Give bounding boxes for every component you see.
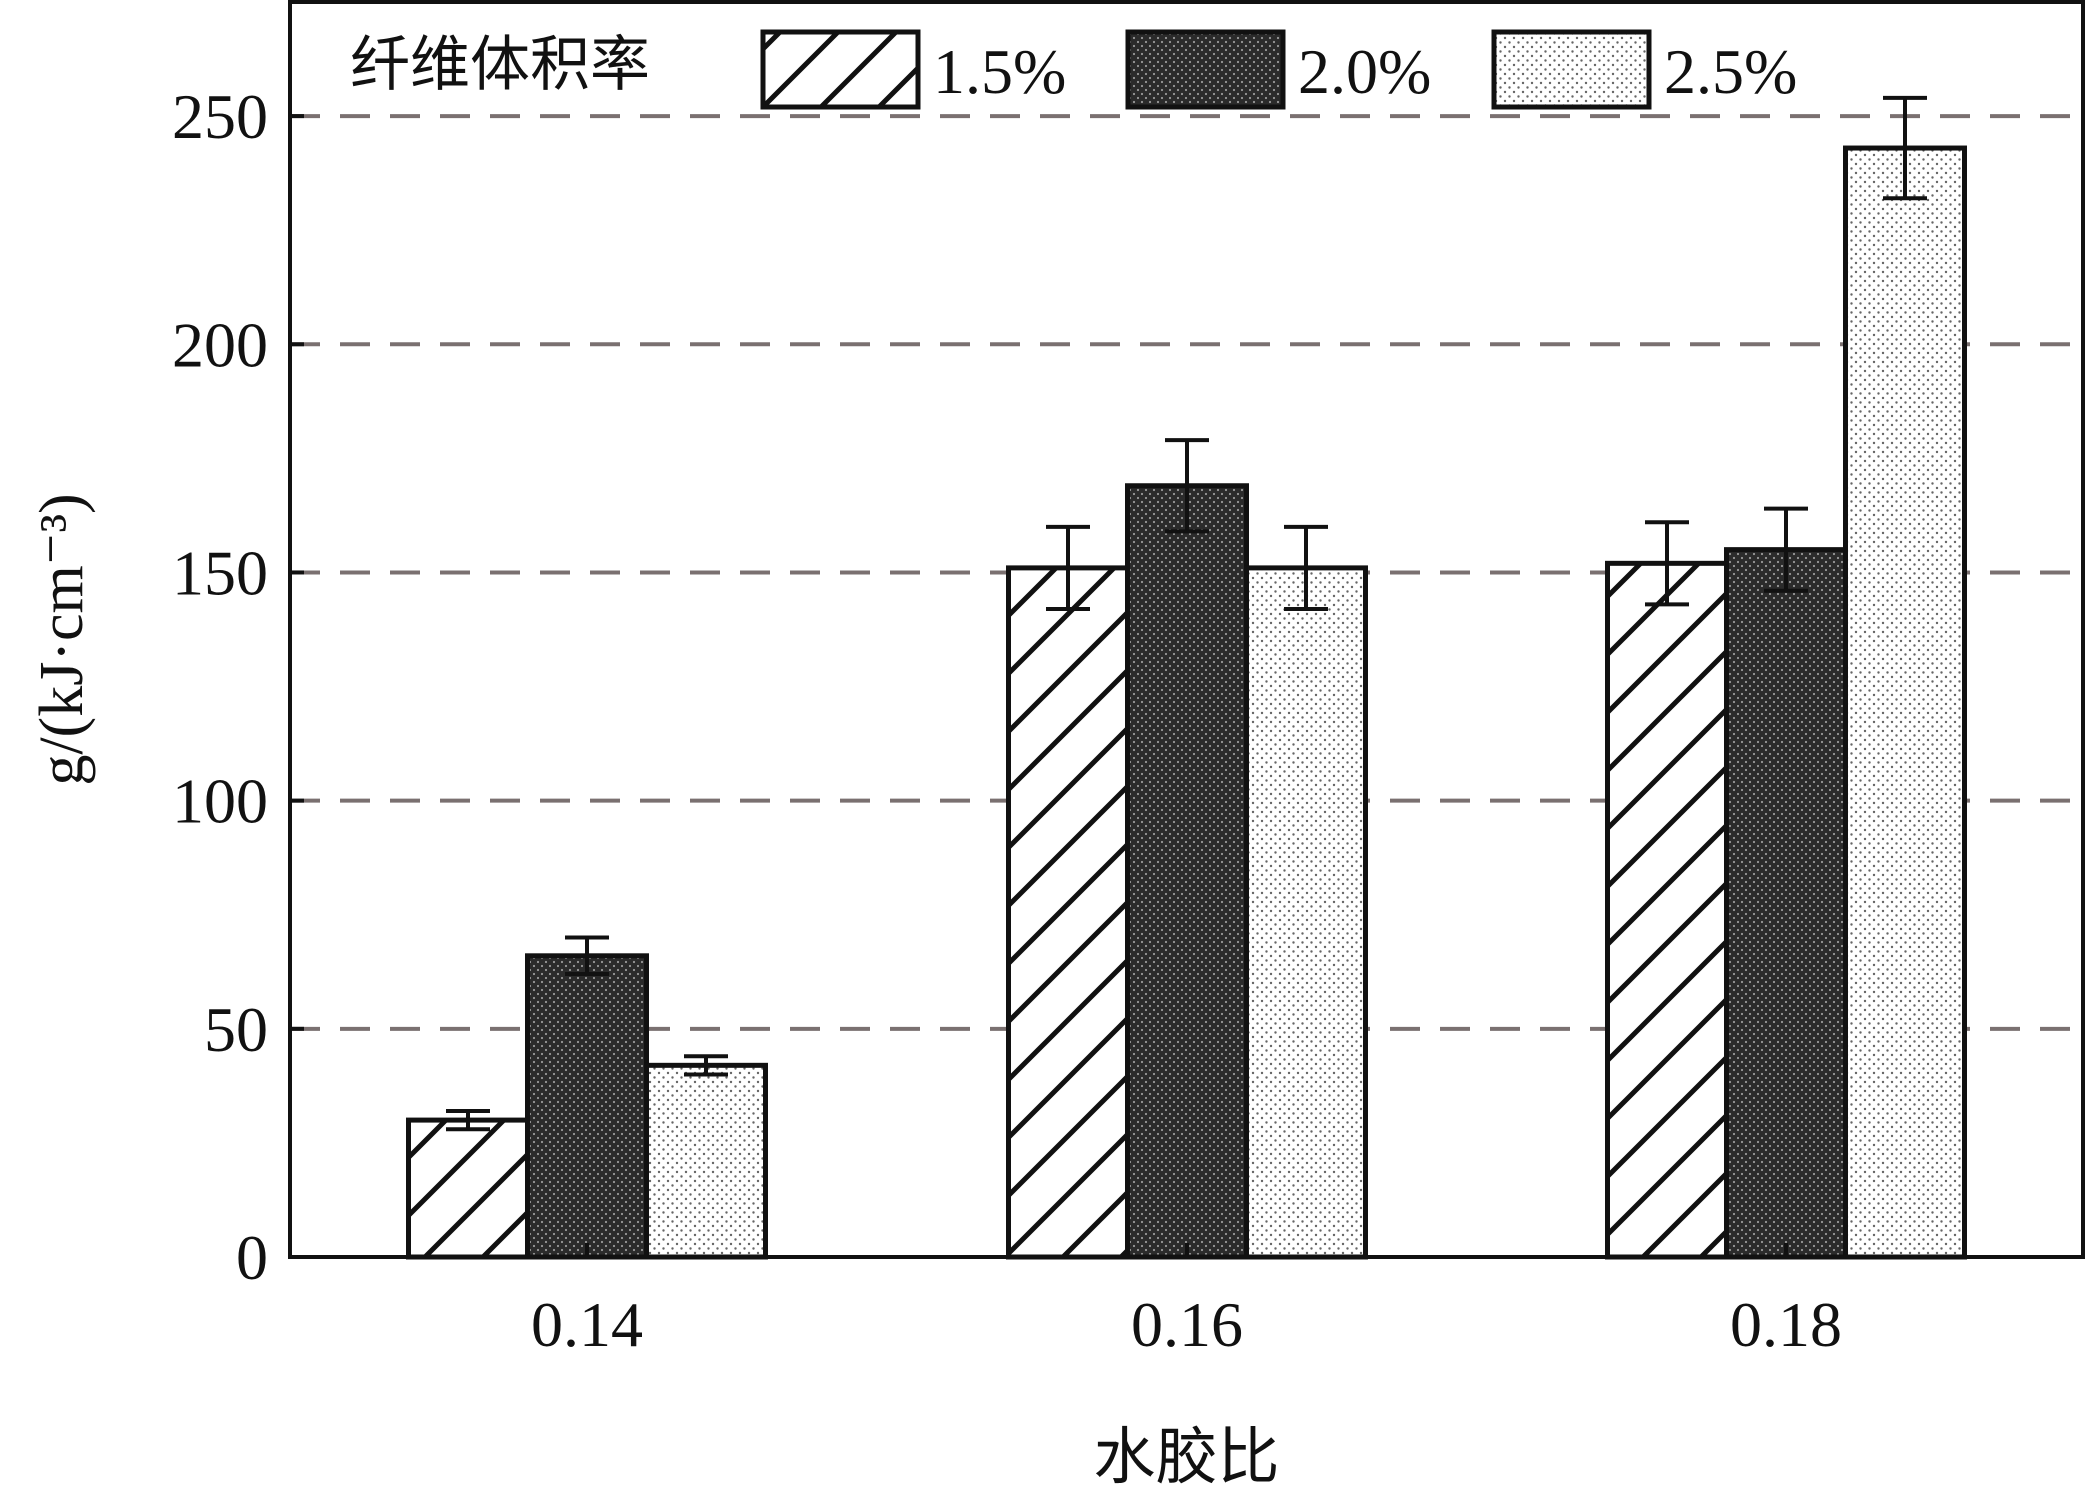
- bar-2.5%-0.16: [1244, 565, 1368, 1260]
- legend-swatch-1.5%: [760, 29, 921, 110]
- x-tick-label: 0.18: [1730, 1289, 1842, 1360]
- bar-1.5%-0.18: [1605, 560, 1729, 1260]
- bar-2.5%-0.14: [644, 1062, 768, 1260]
- x-tick-label: 0.14: [531, 1289, 643, 1360]
- bar-2.5%-0.18: [1843, 145, 1967, 1260]
- y-tick-label: 200: [172, 309, 268, 380]
- x-axis-title: 水胶比: [1093, 1424, 1279, 1485]
- x-tick-label: 0.16: [1131, 1289, 1243, 1360]
- y-axis-title: g/(kJ·cm⁻³): [28, 493, 96, 785]
- y-tick-label: 0: [236, 1222, 268, 1293]
- legend-label: 2.0%: [1298, 36, 1431, 107]
- y-axis-ticks: 0 50 100 150 200 250: [172, 81, 304, 1293]
- y-tick-label: 250: [172, 81, 268, 152]
- bar-1.5%-0.14: [406, 1117, 530, 1260]
- bars: [406, 145, 1967, 1260]
- bar-2.0%-0.14: [525, 953, 649, 1260]
- y-tick-label: 50: [204, 994, 268, 1065]
- bar-2.0%-0.18: [1724, 547, 1848, 1260]
- error-bars: [446, 95, 1927, 1132]
- legend-label: 1.5%: [933, 36, 1066, 107]
- bar-2.0%-0.16: [1125, 483, 1249, 1260]
- legend: 纤维体积率 1.5% 2.0% 2.5%: [350, 29, 1797, 110]
- y-tick-label: 150: [172, 537, 268, 608]
- y-tick-label: 100: [172, 766, 268, 837]
- legend-label: 2.5%: [1664, 36, 1797, 107]
- x-axis-ticks: 0.14 0.16 0.18: [531, 1243, 1842, 1360]
- legend-swatch-2.0%: [1125, 29, 1286, 110]
- legend-swatch-2.5%: [1491, 29, 1652, 110]
- bar-1.5%-0.16: [1006, 565, 1130, 1260]
- legend-title: 纤维体积率: [350, 30, 650, 100]
